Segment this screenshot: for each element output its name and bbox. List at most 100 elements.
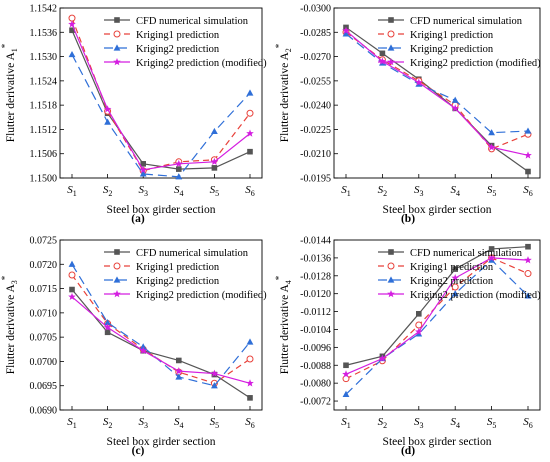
y-tick-label: 1.1536 — [30, 28, 58, 39]
x-tick-label: S2 — [378, 416, 388, 430]
legend-label: CFD numerical simulation — [410, 16, 523, 27]
series-2-point — [451, 283, 459, 291]
x-tick-label: S2 — [103, 184, 113, 198]
y-tick-label: -0.0240 — [300, 101, 331, 112]
x-tick-label: S2 — [103, 416, 113, 430]
series-line-4 — [71, 296, 251, 384]
series-4-point — [68, 292, 76, 301]
x-tick-label: S6 — [245, 184, 255, 198]
y-tick-label: -0.0225 — [300, 125, 331, 136]
x-tick-label: S1 — [341, 184, 351, 198]
y-tick-label: -0.0112 — [301, 307, 331, 318]
legend-label: CFD numerical simulation — [136, 248, 249, 259]
legend-label: Kriging1 prediction — [410, 262, 494, 273]
series-3-point — [246, 338, 254, 345]
series-line-4 — [345, 257, 529, 375]
series-3-point — [451, 290, 459, 297]
legend-label: CFD numerical simulation — [410, 248, 523, 259]
y-tick-label: 1.1524 — [30, 76, 58, 87]
y-tick-label: 1.1500 — [30, 174, 58, 185]
series-1-point — [488, 246, 495, 252]
y-tick-label: 1.1512 — [30, 125, 58, 136]
x-axis-title: Steel box girder section — [383, 204, 492, 216]
legend-label: Kriging2 prediction — [136, 44, 220, 55]
legend-marker — [113, 44, 121, 51]
series-3-point — [246, 89, 254, 96]
series-3-point — [211, 127, 218, 135]
chart-panel-1: 1.1500 1.1506 1.1512 1.1518 1.1524 1.1530 1.15… — [0, 4, 267, 226]
series-3-point — [104, 118, 111, 125]
legend-label: Kriging2 prediction (modified) — [136, 290, 267, 301]
series-line-1 — [345, 246, 529, 366]
series-1-point — [452, 266, 458, 272]
series-1-point — [525, 243, 531, 250]
series-1-point — [525, 168, 531, 175]
series-1-point — [416, 311, 422, 317]
legend-label: Kriging1 prediction — [136, 30, 220, 41]
y-tick-label: 0.0690 — [30, 406, 58, 417]
y-tick-label: 0.0700 — [30, 357, 58, 368]
y-tick-label: -0.0128 — [300, 271, 331, 282]
legend-marker — [114, 249, 120, 255]
y-tick-label: -0.0144 — [300, 236, 331, 247]
series-2-point — [246, 109, 254, 117]
x-tick-label: S1 — [67, 416, 77, 430]
legend-label: CFD numerical simulation — [136, 16, 249, 27]
y-axis-title: Flutter derivative A4* — [274, 275, 293, 374]
legend-label: Kriging1 prediction — [136, 262, 220, 273]
series-4-point — [246, 129, 254, 137]
x-tick-label: S4 — [174, 416, 184, 430]
legend-marker — [113, 30, 121, 38]
x-tick-label: S1 — [67, 184, 77, 198]
series-4-point — [378, 354, 387, 362]
series-3-point — [68, 260, 76, 267]
series-1-point — [247, 395, 253, 401]
legend-label: Kriging2 prediction — [410, 276, 494, 287]
series-line-3 — [71, 263, 251, 387]
y-tick-label: -0.0104 — [300, 325, 331, 336]
x-axis-title: Steel box girder section — [383, 436, 492, 448]
legend-marker — [113, 290, 121, 298]
series-4-point — [210, 369, 219, 377]
series-3-point — [524, 127, 532, 134]
series-3-point — [415, 330, 423, 337]
y-tick-label: 1.1518 — [30, 101, 58, 112]
legend-marker — [113, 58, 121, 66]
y-tick-label: -0.0072 — [300, 397, 331, 408]
y-tick-label: -0.0136 — [300, 253, 331, 264]
series-line-1 — [345, 26, 529, 173]
series-1-point — [379, 50, 386, 57]
y-tick-label: -0.0285 — [300, 28, 331, 39]
legend-marker — [388, 17, 394, 23]
series-4-point — [524, 151, 532, 159]
legend-marker — [387, 44, 395, 51]
plot-frame — [333, 7, 541, 179]
series-4-point — [487, 253, 496, 262]
y-tick-label: -0.0096 — [300, 343, 331, 354]
series-3-point — [68, 50, 76, 58]
series-4-point — [175, 367, 183, 375]
series-4-point — [451, 274, 459, 282]
x-tick-label: S4 — [450, 416, 460, 430]
x-axis-title: Steel box girder section — [107, 204, 216, 216]
y-tick-label: 1.1506 — [30, 149, 58, 160]
series-4-point — [342, 26, 350, 34]
series-line-4 — [345, 30, 529, 156]
series-3-point — [139, 170, 147, 177]
series-1-point — [104, 329, 111, 336]
series-2-point — [415, 321, 423, 329]
y-tick-label: 0.0715 — [30, 284, 58, 295]
series-4-point — [103, 323, 112, 331]
x-tick-label: S6 — [245, 416, 255, 430]
series-1-point — [69, 286, 75, 293]
series-line-2 — [345, 31, 529, 150]
legend-marker — [387, 290, 395, 298]
x-tick-label: S3 — [414, 416, 424, 430]
legend-marker — [114, 17, 120, 23]
series-4-point — [246, 379, 254, 387]
y-tick-label: -0.0080 — [300, 379, 331, 390]
x-tick-label: S1 — [341, 416, 351, 430]
x-tick-label: S5 — [210, 184, 220, 198]
series-1-point — [176, 357, 182, 364]
series-4-point — [378, 57, 387, 65]
